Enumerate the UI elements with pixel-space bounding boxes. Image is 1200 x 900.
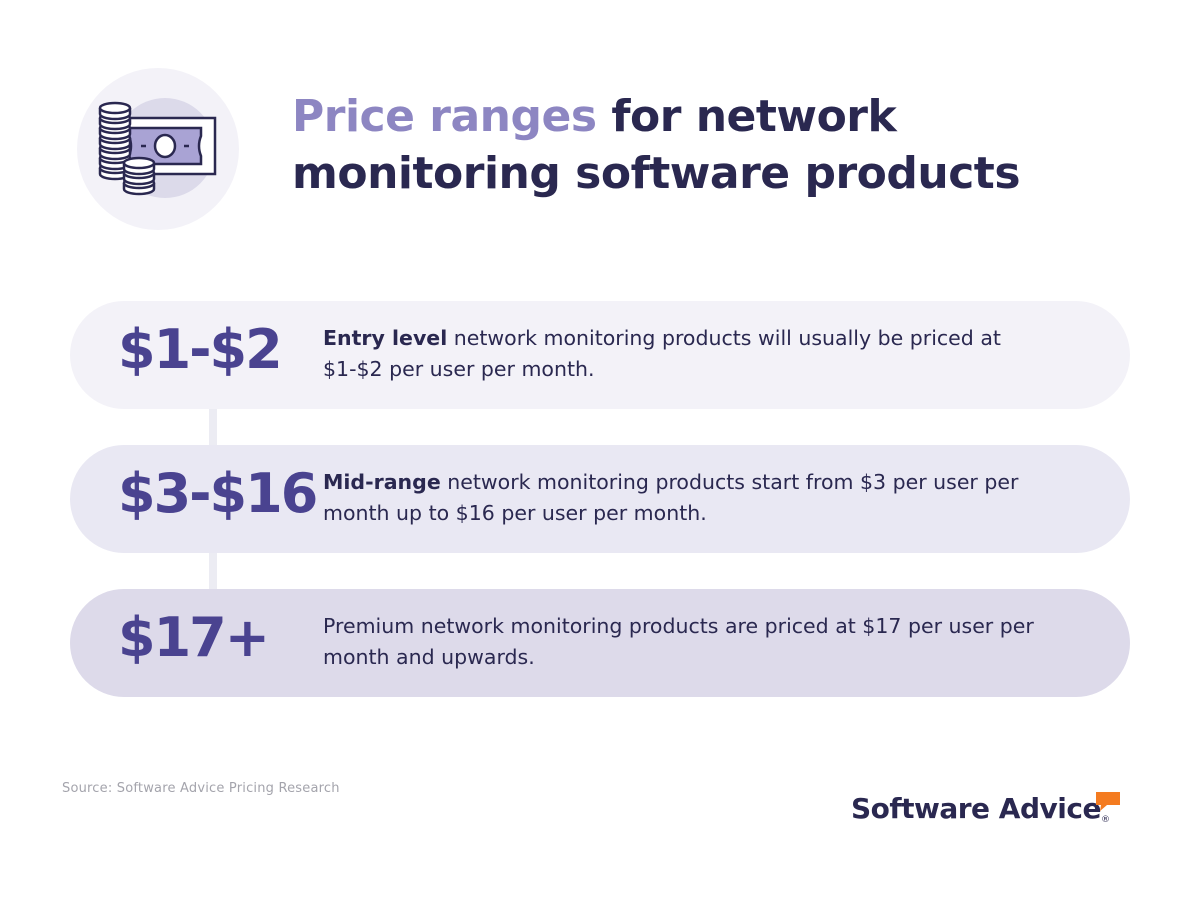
page-title: Price ranges for network monitoring soft… [292, 88, 1092, 202]
tier-description: Mid-range network monitoring products st… [323, 467, 1063, 529]
tier-connector [209, 405, 217, 447]
tier-premium: $17+ Premium network monitoring products… [70, 589, 1130, 697]
money-coins-icon [77, 68, 239, 230]
title-rest: for network monitoring software products [292, 91, 1021, 199]
tier-description: Premium network monitoring products are … [323, 611, 1063, 673]
tier-mid-range: $3-$16 Mid-range network monitoring prod… [70, 445, 1130, 553]
tier-text: network monitoring products will usually… [323, 326, 1001, 381]
speech-bubble-icon [1096, 792, 1120, 811]
tier-connector [209, 549, 217, 591]
tier-price: $3-$16 [118, 462, 318, 525]
software-advice-logo: Software Advice® [851, 790, 1120, 830]
tier-text: Premium network monitoring products are … [323, 614, 1034, 669]
source-note: Source: Software Advice Pricing Research [62, 781, 340, 796]
tier-text: network monitoring products start from $… [323, 470, 1019, 525]
tier-label: Entry level [323, 326, 448, 350]
logo-text: Software Advice [851, 792, 1101, 825]
logo-registered-mark: ® [1100, 815, 1110, 825]
tier-price: $17+ [118, 606, 270, 669]
tier-description: Entry level network monitoring products … [323, 323, 1063, 385]
tier-price: $1-$2 [118, 318, 283, 381]
tier-label: Mid-range [323, 470, 441, 494]
title-accent: Price ranges [292, 91, 597, 142]
tier-entry-level: $1-$2 Entry level network monitoring pro… [70, 301, 1130, 409]
